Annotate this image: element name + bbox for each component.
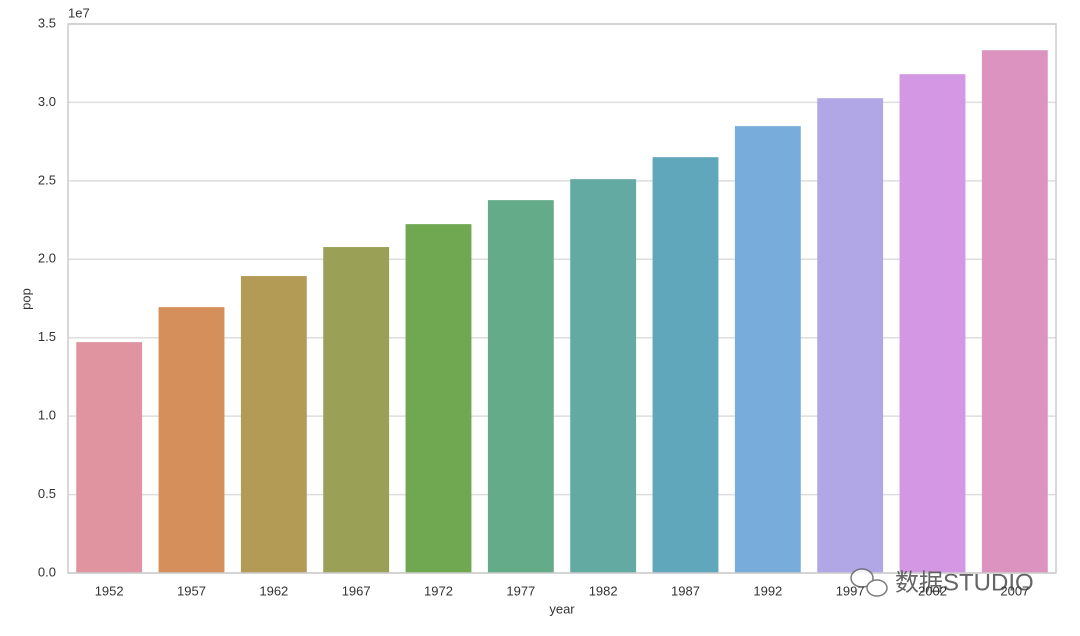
x-tick-label: 1982 bbox=[589, 583, 618, 598]
x-tick-label: 1957 bbox=[177, 583, 206, 598]
x-tick-label: 1987 bbox=[671, 583, 700, 598]
plot-frame bbox=[67, 23, 1057, 574]
bar bbox=[76, 342, 143, 573]
watermark-icon bbox=[850, 568, 888, 597]
y-offset-label: 1e7 bbox=[68, 5, 90, 20]
y-tick-label: 2.5 bbox=[38, 172, 56, 187]
bars bbox=[76, 50, 1048, 574]
bar bbox=[405, 224, 472, 573]
bar bbox=[240, 276, 307, 573]
bar bbox=[570, 179, 637, 573]
watermark: 数据STUDIO bbox=[895, 569, 1034, 596]
y-tick-label: 1.0 bbox=[38, 408, 56, 423]
y-tick-label: 0.0 bbox=[38, 564, 56, 579]
bar bbox=[323, 247, 390, 574]
x-axis-label: year bbox=[549, 601, 575, 616]
x-tick-label: 1952 bbox=[95, 583, 124, 598]
y-axis-label: pop bbox=[18, 288, 33, 310]
bar bbox=[158, 307, 225, 573]
x-tick-label: 1972 bbox=[424, 583, 453, 598]
y-tick-label: 0.5 bbox=[38, 486, 56, 501]
bar bbox=[981, 50, 1048, 574]
y-tick-label: 3.5 bbox=[38, 15, 56, 30]
y-tick-label: 2.0 bbox=[38, 251, 56, 266]
x-tick-label: 1977 bbox=[506, 583, 535, 598]
x-tick-label: 1997 bbox=[836, 583, 865, 598]
x-tick-label: 1992 bbox=[753, 583, 782, 598]
bar bbox=[652, 157, 719, 574]
bar bbox=[734, 126, 801, 573]
bar bbox=[817, 98, 884, 574]
x-tick-label: 1967 bbox=[342, 583, 371, 598]
y-tick-label: 3.0 bbox=[38, 94, 56, 109]
y-tick-label: 1.5 bbox=[38, 329, 56, 344]
bar bbox=[487, 200, 554, 573]
x-tick-label: 2002 bbox=[918, 583, 947, 598]
x-tick-label: 2007 bbox=[1000, 583, 1029, 598]
x-tick-label: 1962 bbox=[259, 583, 288, 598]
bar bbox=[899, 74, 966, 574]
